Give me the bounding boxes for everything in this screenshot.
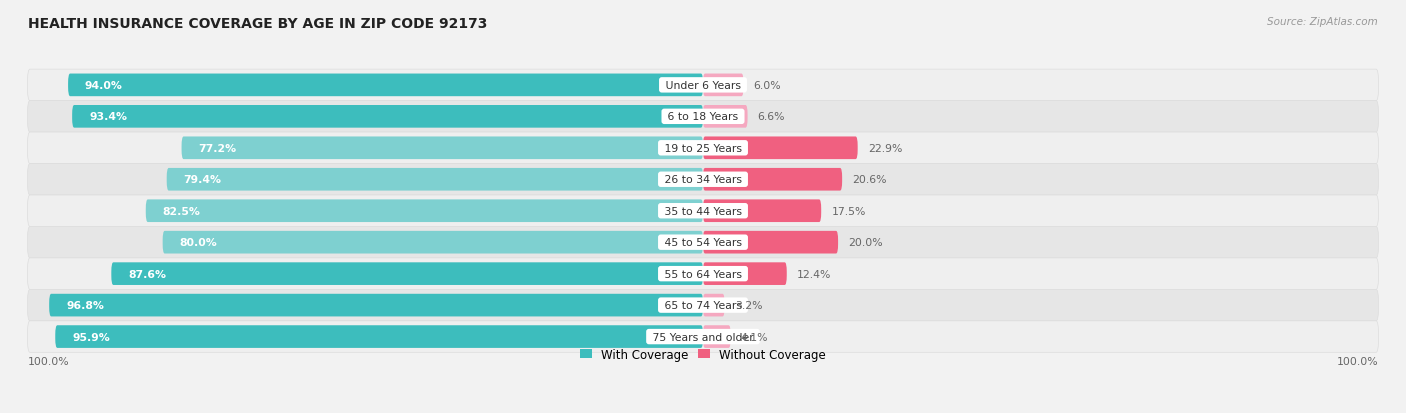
FancyBboxPatch shape xyxy=(181,137,703,160)
Text: 75 Years and older: 75 Years and older xyxy=(650,332,756,342)
FancyBboxPatch shape xyxy=(28,133,1378,164)
FancyBboxPatch shape xyxy=(703,294,724,317)
Legend: With Coverage, Without Coverage: With Coverage, Without Coverage xyxy=(579,348,827,361)
Text: Source: ZipAtlas.com: Source: ZipAtlas.com xyxy=(1267,17,1378,26)
Text: 6 to 18 Years: 6 to 18 Years xyxy=(664,112,742,122)
FancyBboxPatch shape xyxy=(703,325,731,348)
FancyBboxPatch shape xyxy=(28,227,1378,258)
Text: 65 to 74 Years: 65 to 74 Years xyxy=(661,300,745,310)
Text: 95.9%: 95.9% xyxy=(72,332,110,342)
Text: 22.9%: 22.9% xyxy=(868,143,903,153)
Text: HEALTH INSURANCE COVERAGE BY AGE IN ZIP CODE 92173: HEALTH INSURANCE COVERAGE BY AGE IN ZIP … xyxy=(28,17,488,31)
Text: 26 to 34 Years: 26 to 34 Years xyxy=(661,175,745,185)
FancyBboxPatch shape xyxy=(28,290,1378,321)
Text: 79.4%: 79.4% xyxy=(184,175,222,185)
FancyBboxPatch shape xyxy=(703,200,821,223)
FancyBboxPatch shape xyxy=(49,294,703,317)
FancyBboxPatch shape xyxy=(72,106,703,128)
FancyBboxPatch shape xyxy=(167,169,703,191)
Text: 17.5%: 17.5% xyxy=(831,206,866,216)
Text: 6.0%: 6.0% xyxy=(754,81,782,90)
FancyBboxPatch shape xyxy=(28,321,1378,352)
Text: 94.0%: 94.0% xyxy=(84,81,122,90)
Text: 20.0%: 20.0% xyxy=(848,237,883,247)
FancyBboxPatch shape xyxy=(55,325,703,348)
Text: 20.6%: 20.6% xyxy=(852,175,887,185)
Text: 87.6%: 87.6% xyxy=(128,269,166,279)
Text: 12.4%: 12.4% xyxy=(797,269,831,279)
FancyBboxPatch shape xyxy=(146,200,703,223)
FancyBboxPatch shape xyxy=(28,195,1378,227)
Text: Under 6 Years: Under 6 Years xyxy=(662,81,744,90)
FancyBboxPatch shape xyxy=(28,258,1378,290)
Text: 3.2%: 3.2% xyxy=(735,300,762,310)
Text: 6.6%: 6.6% xyxy=(758,112,785,122)
Text: 77.2%: 77.2% xyxy=(198,143,236,153)
FancyBboxPatch shape xyxy=(703,106,748,128)
FancyBboxPatch shape xyxy=(28,164,1378,195)
Text: 93.4%: 93.4% xyxy=(89,112,127,122)
Text: 55 to 64 Years: 55 to 64 Years xyxy=(661,269,745,279)
Text: 96.8%: 96.8% xyxy=(66,300,104,310)
Text: 35 to 44 Years: 35 to 44 Years xyxy=(661,206,745,216)
Text: 19 to 25 Years: 19 to 25 Years xyxy=(661,143,745,153)
FancyBboxPatch shape xyxy=(163,231,703,254)
Text: 82.5%: 82.5% xyxy=(163,206,201,216)
Text: 45 to 54 Years: 45 to 54 Years xyxy=(661,237,745,247)
FancyBboxPatch shape xyxy=(703,231,838,254)
Text: 100.0%: 100.0% xyxy=(1337,356,1378,366)
FancyBboxPatch shape xyxy=(67,74,703,97)
Text: 100.0%: 100.0% xyxy=(28,356,69,366)
FancyBboxPatch shape xyxy=(111,263,703,285)
FancyBboxPatch shape xyxy=(703,263,787,285)
FancyBboxPatch shape xyxy=(703,137,858,160)
Text: 80.0%: 80.0% xyxy=(180,237,218,247)
FancyBboxPatch shape xyxy=(28,70,1378,101)
FancyBboxPatch shape xyxy=(703,169,842,191)
FancyBboxPatch shape xyxy=(703,74,744,97)
Text: 4.1%: 4.1% xyxy=(741,332,768,342)
FancyBboxPatch shape xyxy=(28,101,1378,133)
